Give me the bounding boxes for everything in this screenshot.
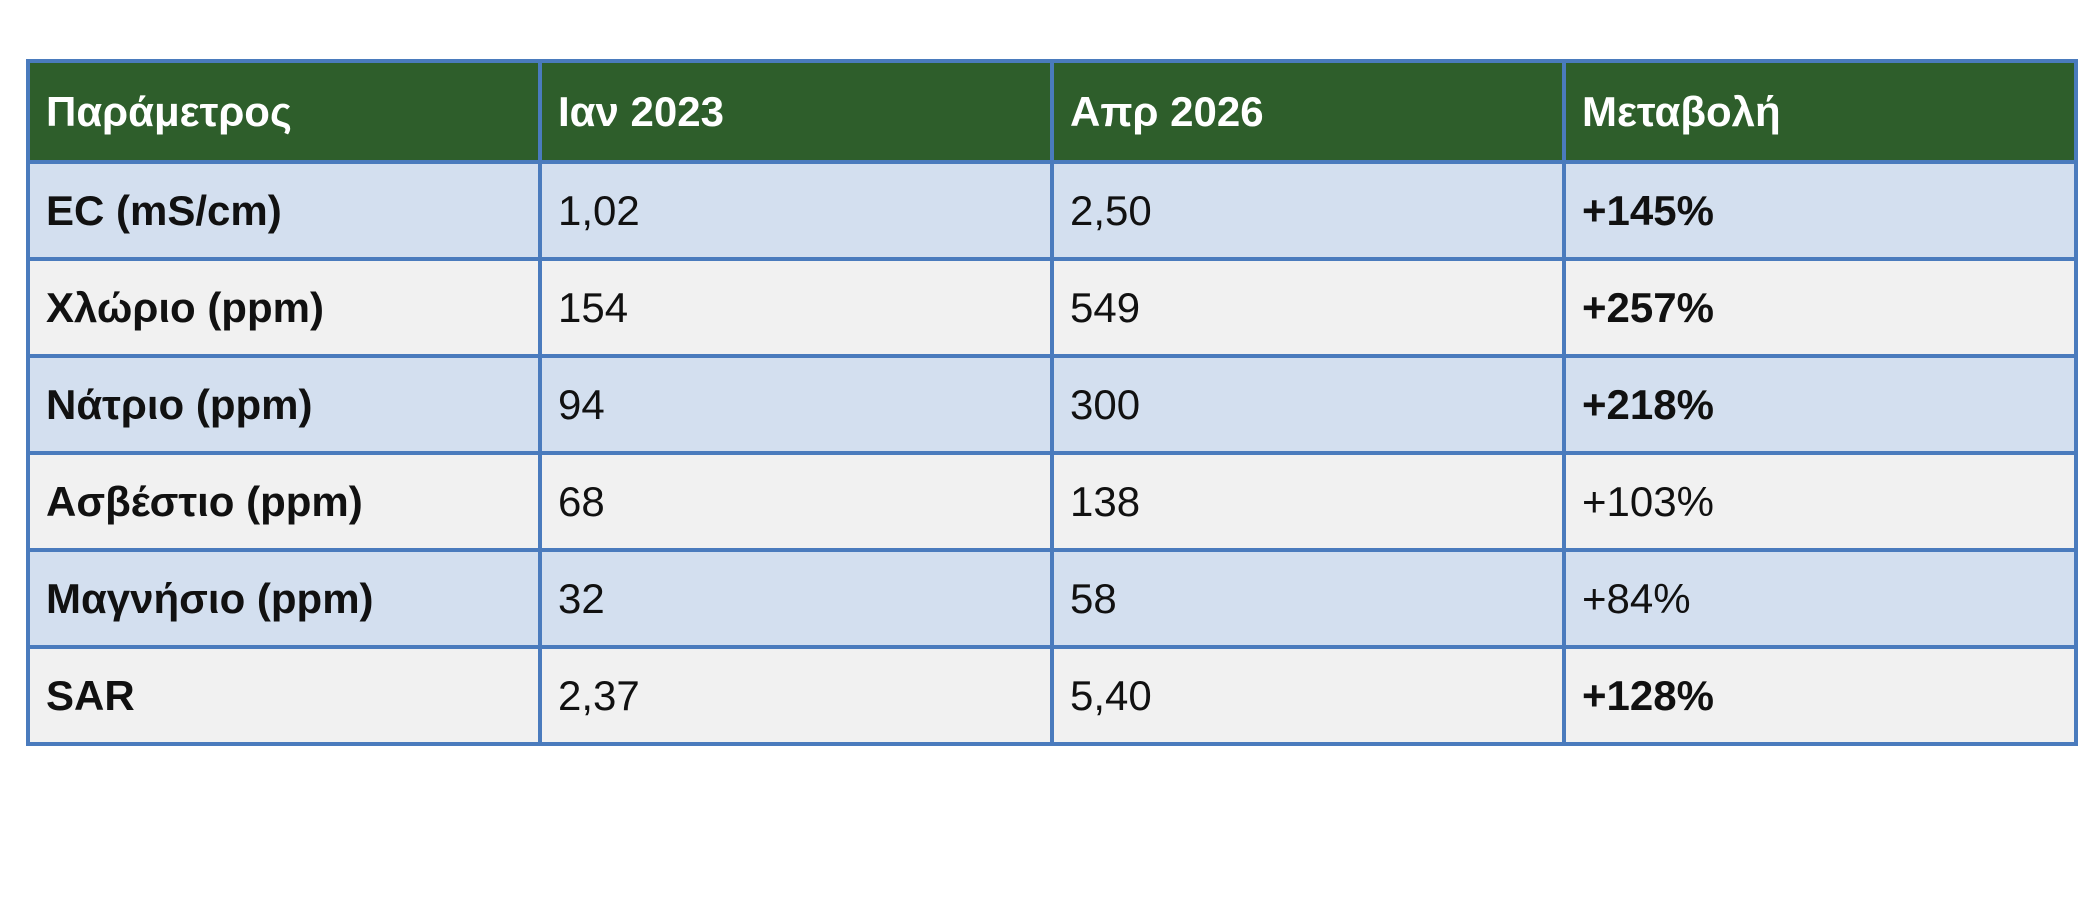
cell-change: +84% <box>1562 548 2078 649</box>
water-quality-table-container: Παράμετρος Ιαν 2023 Απρ 2026 Μεταβολή EC… <box>26 59 2078 746</box>
cell-change: +257% <box>1562 257 2078 358</box>
cell-jan-2023: 32 <box>538 548 1054 649</box>
table-row: Ασβέστιο (ppm) 68 138 +103% <box>26 451 2078 552</box>
cell-apr-2026: 549 <box>1050 257 1566 358</box>
header-apr-2026: Απρ 2026 <box>1050 59 1566 164</box>
cell-parameter: Νάτριο (ppm) <box>26 354 542 455</box>
cell-change: +128% <box>1562 645 2078 746</box>
header-parameter: Παράμετρος <box>26 59 542 164</box>
cell-parameter: Χλώριο (ppm) <box>26 257 542 358</box>
header-change: Μεταβολή <box>1562 59 2078 164</box>
table-row: SAR 2,37 5,40 +128% <box>26 645 2078 746</box>
cell-jan-2023: 154 <box>538 257 1054 358</box>
table-row: Χλώριο (ppm) 154 549 +257% <box>26 257 2078 358</box>
header-jan-2023: Ιαν 2023 <box>538 59 1054 164</box>
table-row: Νάτριο (ppm) 94 300 +218% <box>26 354 2078 455</box>
cell-jan-2023: 2,37 <box>538 645 1054 746</box>
cell-parameter: SAR <box>26 645 542 746</box>
cell-change: +145% <box>1562 160 2078 261</box>
cell-apr-2026: 300 <box>1050 354 1566 455</box>
table-row: Μαγνήσιο (ppm) 32 58 +84% <box>26 548 2078 649</box>
cell-parameter: Μαγνήσιο (ppm) <box>26 548 542 649</box>
cell-apr-2026: 58 <box>1050 548 1566 649</box>
header-row: Παράμετρος Ιαν 2023 Απρ 2026 Μεταβολή <box>26 59 2078 164</box>
water-quality-table: Παράμετρος Ιαν 2023 Απρ 2026 Μεταβολή EC… <box>26 59 2078 746</box>
table-header: Παράμετρος Ιαν 2023 Απρ 2026 Μεταβολή <box>26 59 2078 164</box>
cell-jan-2023: 94 <box>538 354 1054 455</box>
cell-parameter: EC (mS/cm) <box>26 160 542 261</box>
cell-change: +103% <box>1562 451 2078 552</box>
table-row: EC (mS/cm) 1,02 2,50 +145% <box>26 160 2078 261</box>
cell-apr-2026: 138 <box>1050 451 1566 552</box>
table-body: EC (mS/cm) 1,02 2,50 +145% Χλώριο (ppm) … <box>26 160 2078 746</box>
cell-parameter: Ασβέστιο (ppm) <box>26 451 542 552</box>
cell-apr-2026: 5,40 <box>1050 645 1566 746</box>
cell-change: +218% <box>1562 354 2078 455</box>
cell-jan-2023: 68 <box>538 451 1054 552</box>
cell-apr-2026: 2,50 <box>1050 160 1566 261</box>
cell-jan-2023: 1,02 <box>538 160 1054 261</box>
